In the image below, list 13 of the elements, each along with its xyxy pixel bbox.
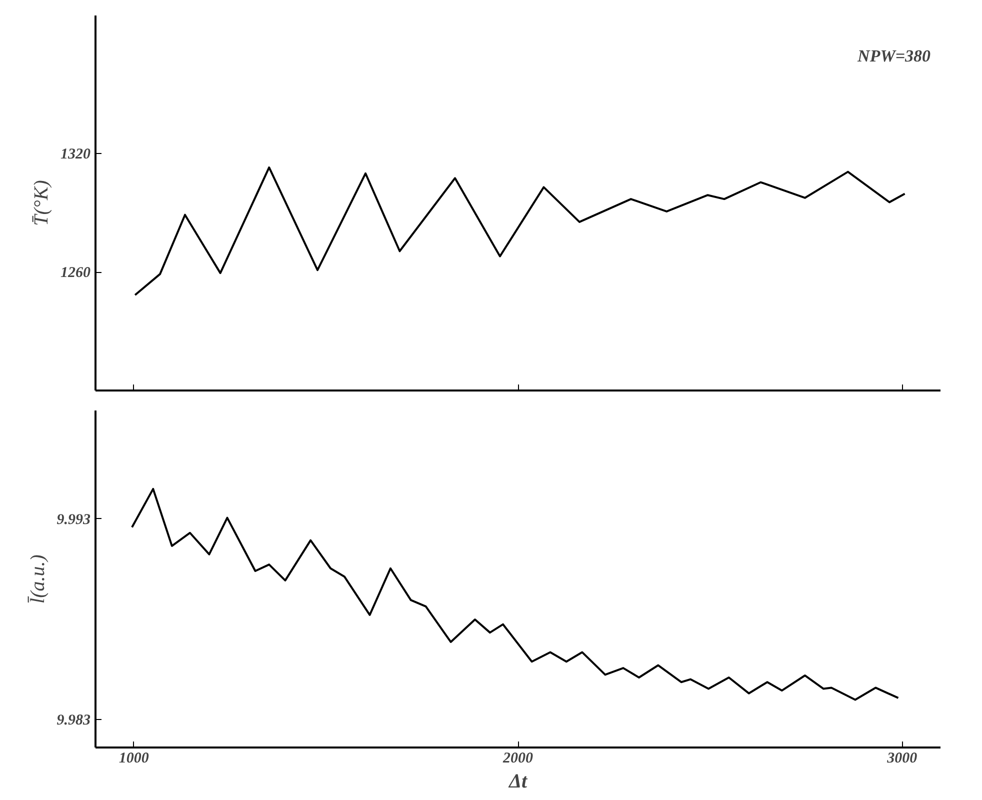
line-series — [134, 166, 906, 296]
x-tick-label: 3000 — [886, 750, 918, 766]
y-tick-label: 9.993 — [56, 512, 91, 528]
y-axis-title: l̄(a.u.) — [26, 554, 49, 604]
y-tick-label: 9.983 — [56, 712, 91, 728]
x-tick-label: 2000 — [502, 750, 534, 766]
annotation: NPW=380 — [856, 46, 931, 66]
line-series — [130, 488, 900, 701]
x-tick-label: 1000 — [118, 750, 150, 766]
y-tick-label: 1260 — [60, 265, 91, 282]
x-axis-title: Δt — [508, 770, 528, 792]
y-axis-title: T̄(°K) — [30, 180, 52, 226]
y-tick-label: 1320 — [60, 146, 91, 163]
